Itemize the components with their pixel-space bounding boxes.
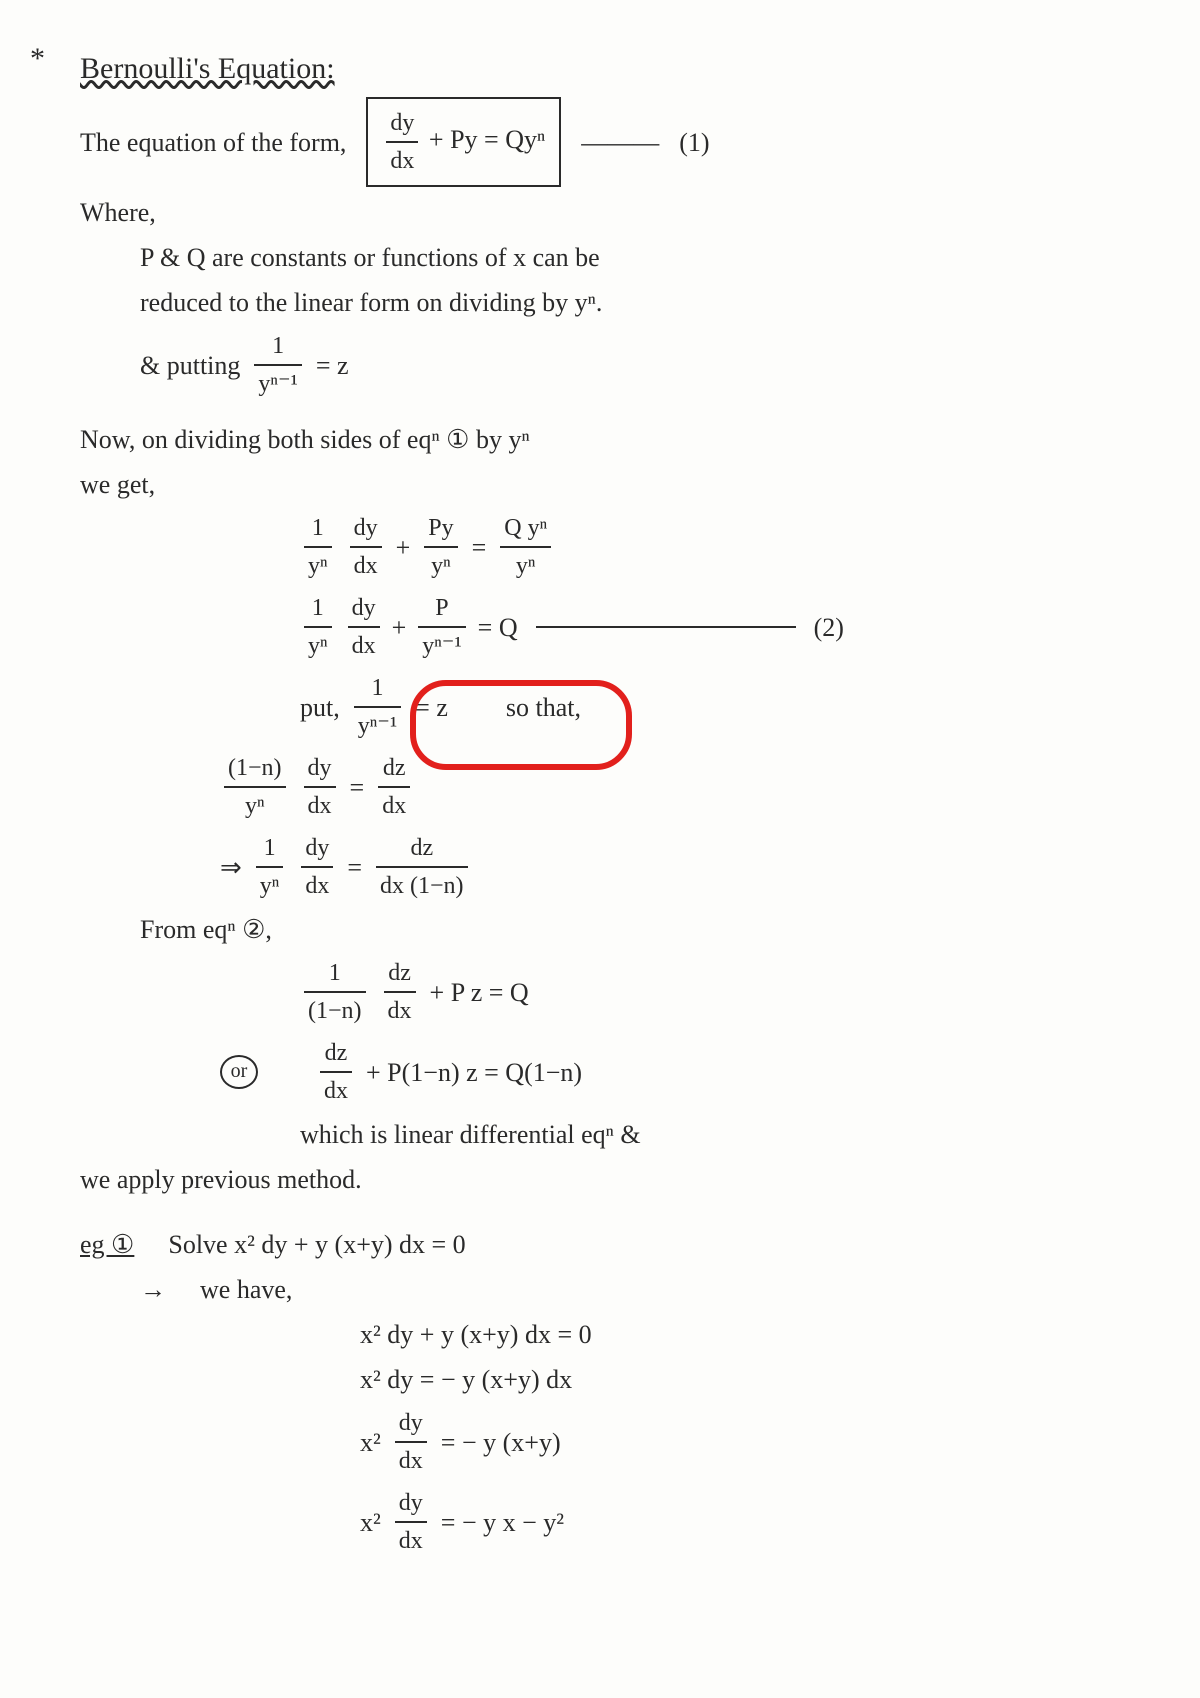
line-putting: & putting 1yⁿ⁻¹ = z <box>140 328 1140 402</box>
title: Bernoulli's Equation: <box>80 46 1140 91</box>
line-pq: P & Q are constants or functions of x ca… <box>140 238 1140 277</box>
example-heading: eg ① Solve x² dy + y (x+y) dx = 0 <box>80 1225 1140 1264</box>
step-4: x² dydx = − y x − y² <box>360 1485 1140 1559</box>
step-1: x² dy + y (x+y) dx = 0 <box>360 1315 1140 1354</box>
equation-f: or dzdx + P(1−n) z = Q(1−n) <box>220 1035 1140 1109</box>
line-apply: we apply previous method. <box>80 1160 1140 1199</box>
line-put: put, 1yⁿ⁻¹ = z so that, <box>300 670 1140 744</box>
line-now: Now, on dividing both sides of eqⁿ ① by … <box>80 420 1140 459</box>
example-we-have: → we have, <box>140 1270 1140 1309</box>
asterisk-marker: * <box>30 42 45 76</box>
equation-e: 1(1−n) dzdx + P z = Q <box>300 955 1140 1029</box>
equation-c: (1−n)yⁿ dydx = dzdx <box>220 750 1140 824</box>
equation-b: 1yⁿ dydx + Pyⁿ⁻¹ = Q (2) <box>300 590 1140 664</box>
line-which-linear: which is linear differential eqⁿ & <box>300 1115 1140 1154</box>
step-3: x² dydx = − y (x+y) <box>360 1405 1140 1479</box>
line-reduced: reduced to the linear form on dividing b… <box>140 283 1140 322</box>
line-from-eq2: From eqⁿ ②, <box>140 910 1140 949</box>
line-form: The equation of the form, dydx + Py = Qy… <box>80 97 1140 187</box>
equation-a: 1yⁿ dydx + Pyyⁿ = Q yⁿyⁿ <box>300 510 1140 584</box>
where-label: Where, <box>80 193 1140 232</box>
boxed-equation: dydx + Py = Qyⁿ <box>366 97 561 187</box>
step-2: x² dy = − y (x+y) dx <box>360 1360 1140 1399</box>
line-weget: we get, <box>80 465 1140 504</box>
equation-d: ⇒ 1yⁿ dydx = dzdx (1−n) <box>220 830 1140 904</box>
